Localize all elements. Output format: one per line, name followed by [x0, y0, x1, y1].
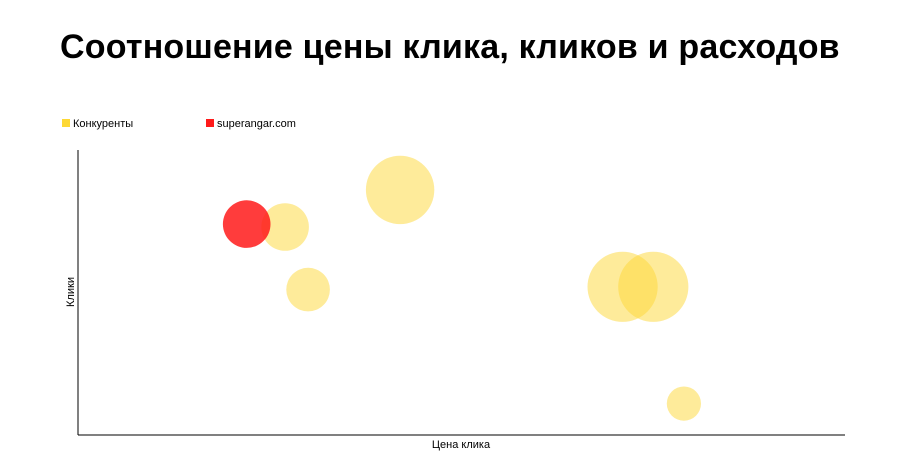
competitor-bubble-6 — [666, 386, 702, 421]
bubble-layer — [222, 155, 702, 421]
superangar-bubble-1 — [222, 200, 271, 248]
chart-title: Соотношение цены клика, кликов и расходо… — [60, 28, 840, 66]
legend-label-2: superangar.com — [217, 118, 296, 130]
competitor-bubble-2 — [365, 155, 435, 225]
y-axis-label: Клики — [65, 277, 77, 307]
legend-swatch-1 — [62, 119, 70, 127]
competitor-bubble-3 — [286, 267, 330, 312]
legend-swatch-2 — [206, 119, 214, 127]
competitor-bubble-5 — [618, 251, 689, 322]
x-axis-label: Цена клика — [432, 439, 491, 451]
competitor-bubble-1 — [261, 203, 309, 251]
chart-legend: Конкуренты superangar.com — [62, 118, 296, 130]
legend-label-1: Конкуренты — [73, 118, 133, 130]
